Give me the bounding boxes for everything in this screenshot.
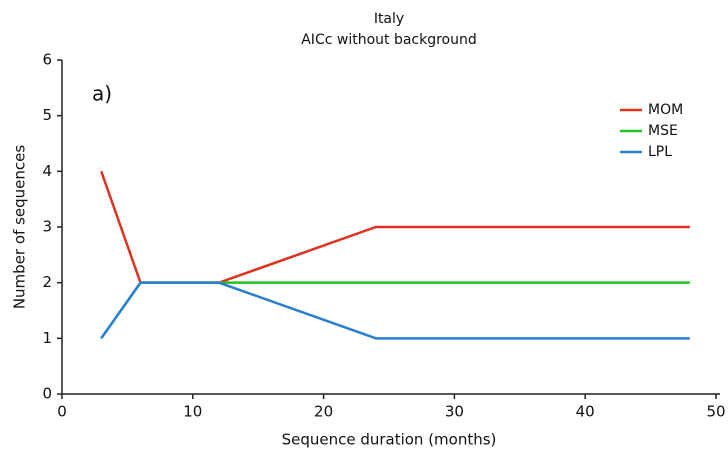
chart-title: Italy — [374, 11, 404, 27]
x-tick-label: 20 — [314, 403, 333, 421]
series-line — [100, 170, 690, 284]
legend-label: MOM — [648, 102, 683, 118]
series-line — [100, 281, 690, 340]
series-line — [100, 281, 690, 340]
y-tick-label: 1 — [42, 329, 52, 347]
y-tick-label: 4 — [42, 162, 52, 180]
panel-label: a) — [92, 82, 112, 106]
chart-subtitle: AICc without background — [301, 32, 477, 48]
legend-label: LPL — [648, 144, 672, 160]
x-tick-label: 30 — [445, 403, 464, 421]
x-tick-label: 0 — [57, 403, 67, 421]
x-tick-label: 10 — [183, 403, 202, 421]
x-tick-label: 40 — [576, 403, 595, 421]
legend-label: MSE — [648, 123, 678, 139]
y-tick-label: 5 — [42, 106, 52, 124]
y-tick-label: 3 — [42, 218, 52, 236]
y-tick-label: 6 — [42, 51, 52, 69]
y-tick-label: 0 — [42, 385, 52, 403]
x-axis-label: Sequence duration (months) — [282, 431, 497, 449]
x-tick-label: 50 — [706, 403, 725, 421]
y-axis-label: Number of sequences — [11, 145, 29, 310]
y-tick-label: 2 — [42, 273, 52, 291]
